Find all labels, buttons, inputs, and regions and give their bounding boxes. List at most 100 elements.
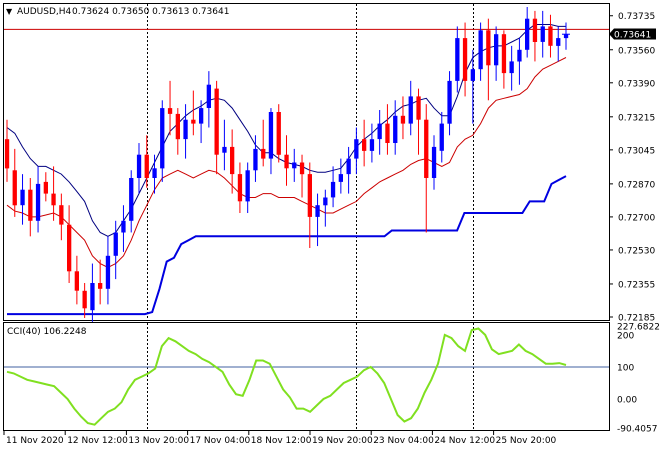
candle-body: [393, 115, 398, 143]
candle: [136, 143, 142, 194]
candle: [416, 88, 421, 155]
current-price-tag: 0.73641: [609, 28, 656, 41]
candle: [12, 148, 17, 217]
candle-body: [245, 170, 250, 202]
candle-body: [486, 30, 491, 66]
candle: [74, 255, 79, 305]
candle-body: [447, 80, 452, 124]
candle-body: [338, 174, 343, 182]
candle: [175, 108, 180, 155]
candle-body: [199, 108, 204, 124]
candle: [431, 135, 437, 190]
candle-body: [230, 146, 235, 175]
time-tick-label: 25 Nov 20:00: [496, 436, 557, 446]
candle: [400, 96, 406, 140]
candle-body: [354, 139, 359, 159]
candle-body: [12, 170, 17, 206]
candle: [230, 129, 235, 194]
candle: [20, 174, 25, 225]
candle: [532, 10, 538, 62]
candle: [105, 236, 111, 305]
candle: [509, 45, 514, 91]
candle: [369, 123, 375, 163]
candle-body: [129, 178, 134, 221]
candle-body: [517, 49, 522, 62]
cci-pane-frame: [3, 322, 610, 431]
collapse-triangle-icon[interactable]: ▼: [6, 7, 13, 16]
candle: [121, 205, 126, 252]
candle: [486, 18, 491, 101]
candle: [191, 90, 196, 136]
candle: [284, 135, 289, 186]
candles: [4, 7, 570, 322]
candle-body: [284, 154, 289, 169]
candle-body: [237, 174, 243, 202]
candle-body: [525, 18, 530, 50]
candle-body: [548, 26, 553, 46]
candle-body: [416, 96, 421, 120]
candle-body: [424, 119, 429, 178]
candle-body: [222, 146, 227, 153]
candle: [82, 282, 87, 318]
candle: [292, 148, 297, 182]
trailing-stop-line: [7, 175, 567, 316]
candle: [525, 7, 530, 58]
candle: [253, 135, 258, 182]
candle-body: [494, 34, 499, 66]
candle-body: [377, 123, 382, 140]
candle-body: [439, 123, 444, 151]
time-tick-label: 19 Nov 20:00: [312, 436, 373, 446]
candle: [455, 26, 460, 93]
candle-body: [253, 148, 258, 171]
candle-body: [67, 224, 72, 272]
candle: [501, 30, 507, 89]
candle: [462, 22, 468, 97]
candle: [494, 26, 499, 81]
candle: [199, 100, 204, 144]
candle: [261, 119, 266, 167]
candle: [90, 263, 95, 322]
candle-body: [268, 112, 274, 159]
cci-header-label: CCI(40) 106.2248: [7, 327, 87, 337]
candle-body: [20, 189, 25, 206]
price-tick-label: 0.72700: [618, 213, 655, 223]
candle: [346, 146, 351, 194]
candle-body: [532, 18, 538, 42]
candle-body: [74, 271, 79, 291]
candle: [470, 49, 475, 124]
candle-body: [4, 139, 10, 169]
candle-body: [369, 139, 375, 151]
candle: [167, 80, 173, 136]
svg-text:0.73641: 0.73641: [614, 31, 651, 41]
candle-body: [431, 146, 437, 178]
price-tick-label: 0.72185: [618, 314, 655, 324]
candle: [393, 100, 398, 155]
candle-body: [206, 84, 211, 108]
candle-body: [175, 113, 180, 140]
candle-body: [121, 220, 126, 233]
candle-body: [144, 154, 149, 178]
cci-tick-label: 200: [617, 331, 634, 341]
time-axis: 11 Nov 2020 12 Nov 12:00 13 Nov 20:00 17 No…: [3, 431, 557, 446]
candle-body: [35, 183, 41, 221]
candle: [439, 111, 444, 163]
candle-body: [183, 119, 188, 140]
candle-body: [51, 193, 56, 206]
ohlc-readout: 0.73624 0.73650 0.73613 0.73641: [72, 7, 229, 17]
candle: [377, 110, 382, 155]
candle-body: [276, 112, 281, 155]
candle: [67, 205, 72, 283]
candle: [540, 10, 545, 58]
price-axis: 0.73735 0.73560 0.73390 0.73215 0.73045 0.728…: [609, 12, 655, 324]
candle: [113, 220, 118, 280]
candle: [214, 80, 219, 175]
candle-body: [323, 197, 328, 206]
candle: [276, 104, 281, 163]
candle: [43, 172, 48, 202]
time-tick-label: 11 Nov 2020: [6, 436, 64, 446]
candle: [268, 108, 274, 175]
price-tick-label: 0.72870: [618, 180, 655, 190]
time-tick-label: 23 Nov 04:00: [373, 436, 434, 446]
